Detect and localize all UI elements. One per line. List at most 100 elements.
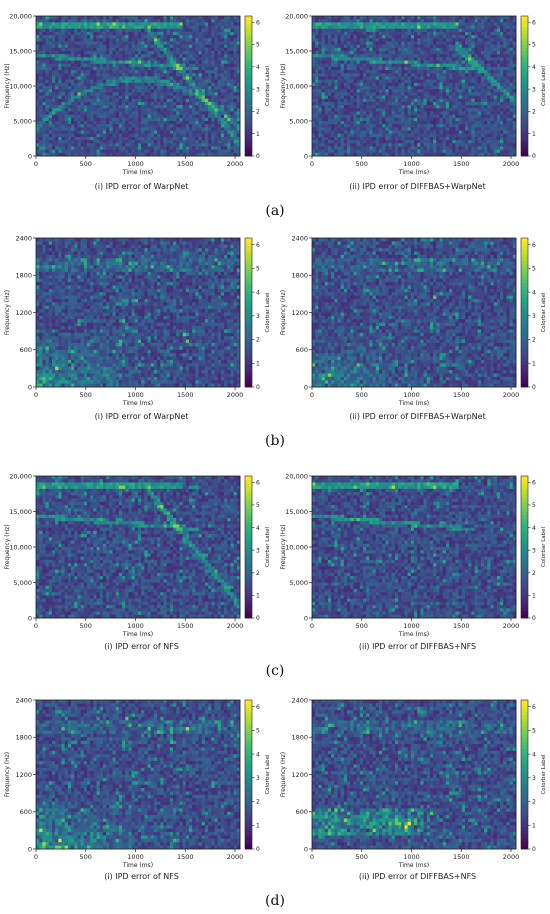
heatmap-cell (113, 38, 117, 42)
heatmap-cell (414, 89, 418, 93)
heatmap-cell (100, 83, 104, 87)
heatmap-cell (322, 137, 326, 141)
heatmap-cell (452, 67, 456, 71)
heatmap-cell (100, 51, 104, 55)
heatmap-cell (55, 64, 59, 68)
heatmap-cell (417, 96, 421, 100)
heatmap-cell (347, 150, 351, 154)
heatmap-cell (42, 83, 46, 87)
heatmap-cell (404, 16, 408, 20)
heatmap-cell (195, 124, 199, 128)
heatmap-cell (58, 61, 62, 65)
heatmap-cell (167, 57, 171, 61)
heatmap-cell (116, 150, 120, 154)
heatmap-cell (373, 57, 377, 61)
heatmap-cell (452, 89, 456, 93)
heatmap-cell (440, 89, 444, 93)
heatmap-cell (157, 115, 161, 119)
heatmap-cell (455, 57, 459, 61)
heatmap-cell (122, 105, 126, 109)
heatmap-cell (93, 64, 97, 68)
heatmap-cell (312, 67, 316, 71)
heatmap-cell (408, 118, 412, 122)
heatmap-cell (81, 143, 85, 147)
heatmap-cell (42, 146, 46, 150)
heatmap-cell (322, 73, 326, 77)
heatmap-cell (186, 146, 190, 150)
heatmap-cell (353, 99, 357, 103)
heatmap-cell (424, 131, 428, 135)
heatmap-cell (135, 111, 139, 115)
heatmap-cell (167, 121, 171, 125)
heatmap-cell (100, 111, 104, 115)
heatmap-cell (440, 76, 444, 80)
colorbar-tick-label: 3 (256, 86, 260, 93)
heatmap-cell (97, 54, 101, 58)
heatmap-cell (68, 108, 72, 112)
heatmap-cell (68, 64, 72, 68)
heatmap-cell (189, 96, 193, 100)
heatmap-cell (74, 45, 78, 49)
heatmap-cell (116, 76, 120, 80)
heatmap-cell (344, 57, 348, 61)
heatmap-cell (411, 70, 415, 74)
heatmap-cell (151, 83, 155, 87)
heatmap-cell (392, 118, 396, 122)
heatmap-cell (97, 41, 101, 45)
heatmap-cell (449, 22, 453, 26)
heatmap-cell (113, 35, 117, 39)
heatmap-cell (322, 96, 326, 100)
heatmap-cell (148, 29, 152, 33)
heatmap-cell (344, 22, 348, 26)
heatmap-cell (401, 22, 405, 26)
heatmap-cell (202, 115, 206, 119)
heatmap-cell (202, 26, 206, 30)
heatmap-cell (192, 118, 196, 122)
heatmap-cell (385, 16, 389, 20)
heatmap-cell (208, 67, 212, 71)
heatmap-cell (138, 73, 142, 77)
heatmap-cell (103, 45, 107, 49)
heatmap-cell (353, 29, 357, 33)
heatmap-cell (211, 38, 215, 42)
heatmap-cell (186, 70, 190, 74)
heatmap-cell (360, 99, 364, 103)
heatmap-cell (128, 143, 132, 147)
heatmap-cell (334, 127, 338, 131)
heatmap-cell (151, 45, 155, 49)
heatmap-cell (189, 134, 193, 138)
heatmap-cell (208, 51, 212, 55)
heatmap-cell (215, 96, 219, 100)
heatmap-cell (366, 134, 370, 138)
heatmap-cell (424, 64, 428, 68)
heatmap-cell (328, 111, 332, 115)
heatmap-cell (379, 86, 383, 90)
heatmap-cell (113, 80, 117, 84)
heatmap-cell (433, 89, 437, 93)
heatmap-cell (414, 26, 418, 30)
heatmap-cell (125, 45, 129, 49)
heatmap-cell (344, 48, 348, 52)
heatmap-cell (420, 64, 424, 68)
heatmap-cell (401, 146, 405, 150)
heatmap-cell (462, 102, 466, 106)
heatmap-cell (376, 41, 380, 45)
heatmap-cell (315, 89, 319, 93)
heatmap-cell (369, 16, 373, 20)
heatmap-cell (179, 121, 183, 125)
heatmap-cell (395, 83, 399, 87)
heatmap-cell (106, 51, 110, 55)
heatmap-cell (49, 121, 53, 125)
heatmap-cell (160, 29, 164, 33)
heatmap-cell (42, 92, 46, 96)
heatmap-cell (446, 105, 450, 109)
heatmap-cell (183, 146, 187, 150)
heatmap-cell (183, 16, 187, 20)
heatmap-cell (382, 105, 386, 109)
heatmap-cell (195, 86, 199, 90)
heatmap-cell (97, 86, 101, 90)
heatmap-cell (424, 140, 428, 144)
heatmap-cell (77, 80, 81, 84)
heatmap-cell (215, 92, 219, 96)
heatmap-cell (389, 86, 393, 90)
